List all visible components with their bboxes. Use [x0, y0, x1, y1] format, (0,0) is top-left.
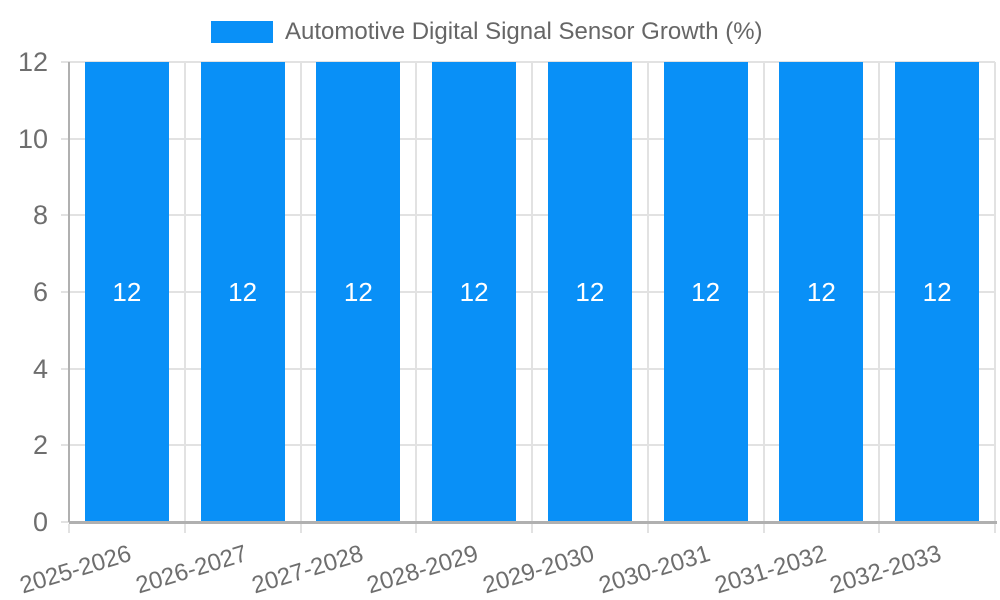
v-gridline [994, 62, 996, 522]
bar[interactable]: 12 [432, 62, 517, 522]
x-tick [878, 524, 881, 533]
v-gridline [762, 62, 765, 522]
x-axis-line [69, 521, 997, 524]
bar[interactable]: 12 [895, 62, 980, 522]
bar[interactable]: 12 [779, 62, 864, 522]
bar[interactable]: 12 [663, 62, 748, 522]
v-gridline [299, 62, 302, 522]
v-gridline [531, 62, 533, 522]
legend-label[interactable]: Automotive Digital Signal Sensor Growth … [285, 18, 763, 45]
bar-value-label: 12 [343, 276, 373, 307]
y-tick-label: 10 [17, 123, 48, 154]
bar[interactable]: 12 [200, 62, 285, 522]
v-gridline [646, 62, 649, 522]
v-gridline [415, 62, 418, 522]
legend: Automotive Digital Signal Sensor Growth … [211, 20, 763, 44]
x-tick-label: 2029-2030 [479, 540, 598, 600]
bar-value-label: 12 [806, 276, 836, 307]
x-tick-label: 2030-2031 [595, 540, 714, 600]
bar[interactable]: 12 [84, 62, 169, 522]
x-tick [68, 524, 70, 533]
bar-value-label: 12 [691, 276, 721, 307]
bar-value-label: 12 [459, 276, 489, 307]
y-tick-label: 12 [17, 47, 48, 77]
y-tick [61, 291, 69, 293]
x-tick-label: 2026-2027 [132, 540, 251, 600]
x-tick [415, 524, 418, 533]
y-tick [61, 367, 69, 370]
x-tick [646, 524, 649, 533]
x-tick-label: 2032-2033 [827, 540, 945, 600]
y-tick-label: 4 [32, 353, 48, 384]
bar-value-label: 12 [112, 276, 142, 307]
y-tick-label: 6 [32, 277, 48, 307]
v-gridline [878, 62, 881, 522]
x-tick [994, 524, 996, 533]
y-tick [61, 444, 69, 447]
bar-value-label: 12 [575, 276, 605, 307]
x-tick-label: 2028-2029 [364, 540, 482, 600]
y-tick [61, 214, 69, 217]
x-tick [299, 524, 302, 533]
y-tick [61, 61, 69, 63]
x-tick-label: 2025-2026 [16, 540, 135, 600]
x-tick [762, 524, 765, 533]
bar-value-label: 12 [922, 276, 952, 307]
bar[interactable]: 12 [547, 62, 632, 522]
y-axis-line [68, 62, 70, 522]
x-tick-label: 2027-2028 [248, 540, 366, 600]
x-tick [531, 524, 533, 533]
legend-swatch[interactable] [211, 21, 273, 43]
v-gridline [183, 62, 186, 522]
y-tick [61, 521, 69, 523]
y-tick-label: 0 [32, 507, 48, 537]
bar[interactable]: 12 [316, 62, 401, 522]
y-tick [61, 137, 69, 140]
x-tick [183, 524, 186, 533]
bar-value-label: 12 [228, 276, 258, 307]
y-tick-label: 8 [32, 200, 48, 231]
x-tick-label: 2031-2032 [711, 540, 829, 600]
y-tick-label: 2 [32, 430, 48, 461]
